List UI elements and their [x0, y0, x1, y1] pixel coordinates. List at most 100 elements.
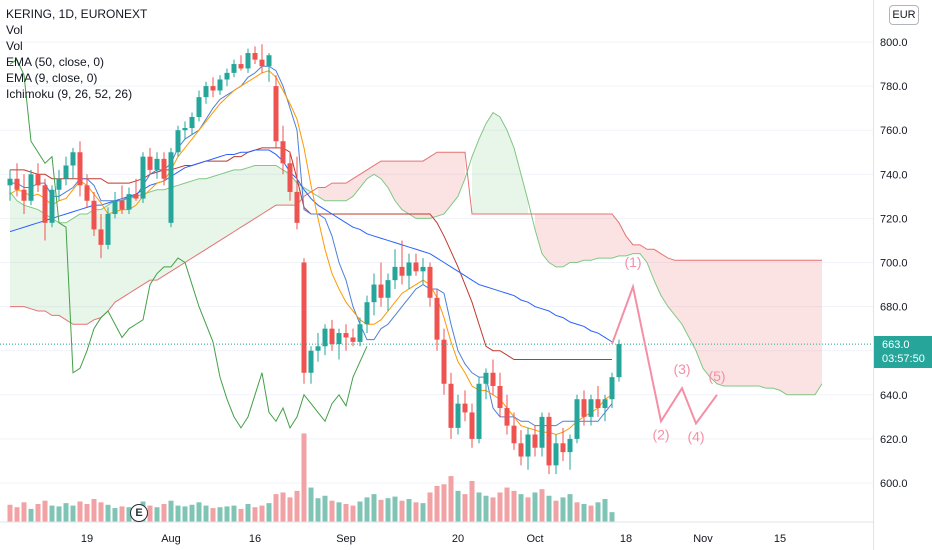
volume-bar: [420, 503, 426, 522]
volume-bar: [210, 508, 216, 522]
candle-body: [189, 116, 195, 128]
volume-bar: [546, 495, 552, 522]
volume-bar: [259, 505, 265, 522]
candle-body: [14, 178, 20, 190]
ichimoku-cloud: [318, 152, 465, 219]
candle-body: [539, 416, 545, 448]
volume-bar: [434, 485, 440, 522]
volume-bar: [532, 492, 538, 522]
volume-bar: [196, 502, 202, 522]
candle-body: [504, 408, 510, 426]
volume-bar: [252, 507, 258, 522]
volume-bar: [70, 505, 76, 522]
volume-bar: [560, 497, 566, 522]
candle-body: [56, 178, 62, 190]
volume-bar: [147, 505, 153, 522]
candle-body: [546, 416, 552, 466]
events-icon[interactable]: E: [130, 504, 148, 522]
volume-bar: [581, 503, 587, 522]
volume-bar: [427, 492, 433, 522]
candle-body: [441, 339, 447, 384]
candle-body: [371, 284, 377, 303]
volume-bar: [42, 500, 48, 522]
countdown-timer: 03:57:50: [882, 353, 925, 365]
candle-body: [553, 443, 559, 466]
candle-body: [42, 185, 48, 223]
volume-bar: [280, 492, 286, 522]
candle-body: [98, 229, 104, 245]
volume-bar: [28, 508, 34, 522]
candle-body: [273, 86, 279, 142]
candle-body: [315, 346, 321, 351]
candle-body: [301, 262, 307, 373]
time-axis-label: 18: [620, 533, 632, 545]
time-axis-label: 19: [81, 533, 93, 545]
volume-bar: [329, 500, 335, 522]
candle-body: [126, 194, 132, 210]
volume-bar: [448, 476, 454, 522]
price-axis-label: 680.0: [880, 302, 908, 314]
volume-bar: [168, 500, 174, 522]
legend-vol-2[interactable]: Vol: [6, 39, 23, 53]
volume-bar: [189, 504, 195, 522]
ichimoku-span-b: [10, 151, 822, 325]
volume-bar: [112, 508, 118, 522]
legend-ema-50[interactable]: EMA (50, close, 0): [6, 55, 105, 69]
candle-body: [266, 55, 272, 67]
candle-body: [616, 344, 622, 378]
candle-body: [7, 178, 13, 186]
volume-bar: [413, 502, 419, 522]
volume-bar: [91, 499, 97, 522]
volume-bar: [399, 500, 405, 522]
volume-bar: [371, 494, 377, 522]
candle-body: [238, 64, 244, 69]
price-axis-label: 720.0: [880, 213, 908, 225]
price-scale[interactable]: [873, 0, 932, 550]
candle-body: [91, 200, 97, 230]
candle-body: [602, 399, 608, 409]
candle-body: [595, 399, 601, 409]
volume-bar: [238, 508, 244, 522]
volume-bar: [574, 502, 580, 522]
candle-body: [462, 403, 468, 413]
volume-bar: [336, 502, 342, 522]
candle-body: [511, 425, 517, 444]
candle-body: [154, 158, 160, 170]
candle-body: [84, 185, 90, 201]
volume-bar: [357, 501, 363, 522]
candle-body: [560, 443, 566, 453]
candle-body: [469, 412, 475, 439]
last-price-badge: 663.0 03:57:50: [874, 336, 932, 368]
candle-body: [119, 200, 125, 210]
ichimoku-chikou-line: [9, 58, 368, 430]
forecast-wave-label: (1): [624, 254, 641, 270]
price-axis-label: 620.0: [880, 434, 908, 446]
ema-9-line: [9, 70, 613, 436]
volume-bar: [301, 433, 307, 522]
legend-ichimoku[interactable]: Ichimoku (9, 26, 52, 26): [6, 87, 133, 101]
candle-body: [532, 434, 538, 448]
volume-bar: [105, 504, 111, 522]
candle-body: [329, 328, 335, 345]
volume-bar: [476, 492, 482, 522]
legend-symbol-title[interactable]: KERING, 1D, EURONEXT: [6, 7, 148, 21]
volume-bar: [378, 499, 384, 522]
volume-bar: [504, 487, 510, 522]
legend-ema-9[interactable]: EMA (9, close, 0): [6, 71, 98, 85]
volume-bar: [511, 490, 517, 522]
candle-body: [224, 72, 230, 80]
currency-button[interactable]: EUR: [889, 5, 919, 25]
candle-body: [357, 324, 363, 342]
candle-body: [609, 377, 615, 400]
candle-body: [322, 328, 328, 347]
forecast-wave-label: (5): [708, 368, 725, 384]
candle-body: [427, 266, 433, 298]
candle-body: [294, 191, 300, 223]
candle-body: [259, 59, 265, 67]
candle-body: [385, 280, 391, 298]
volume-bar: [483, 495, 489, 522]
legend-vol-1[interactable]: Vol: [6, 23, 23, 37]
volume-bar: [56, 506, 62, 522]
